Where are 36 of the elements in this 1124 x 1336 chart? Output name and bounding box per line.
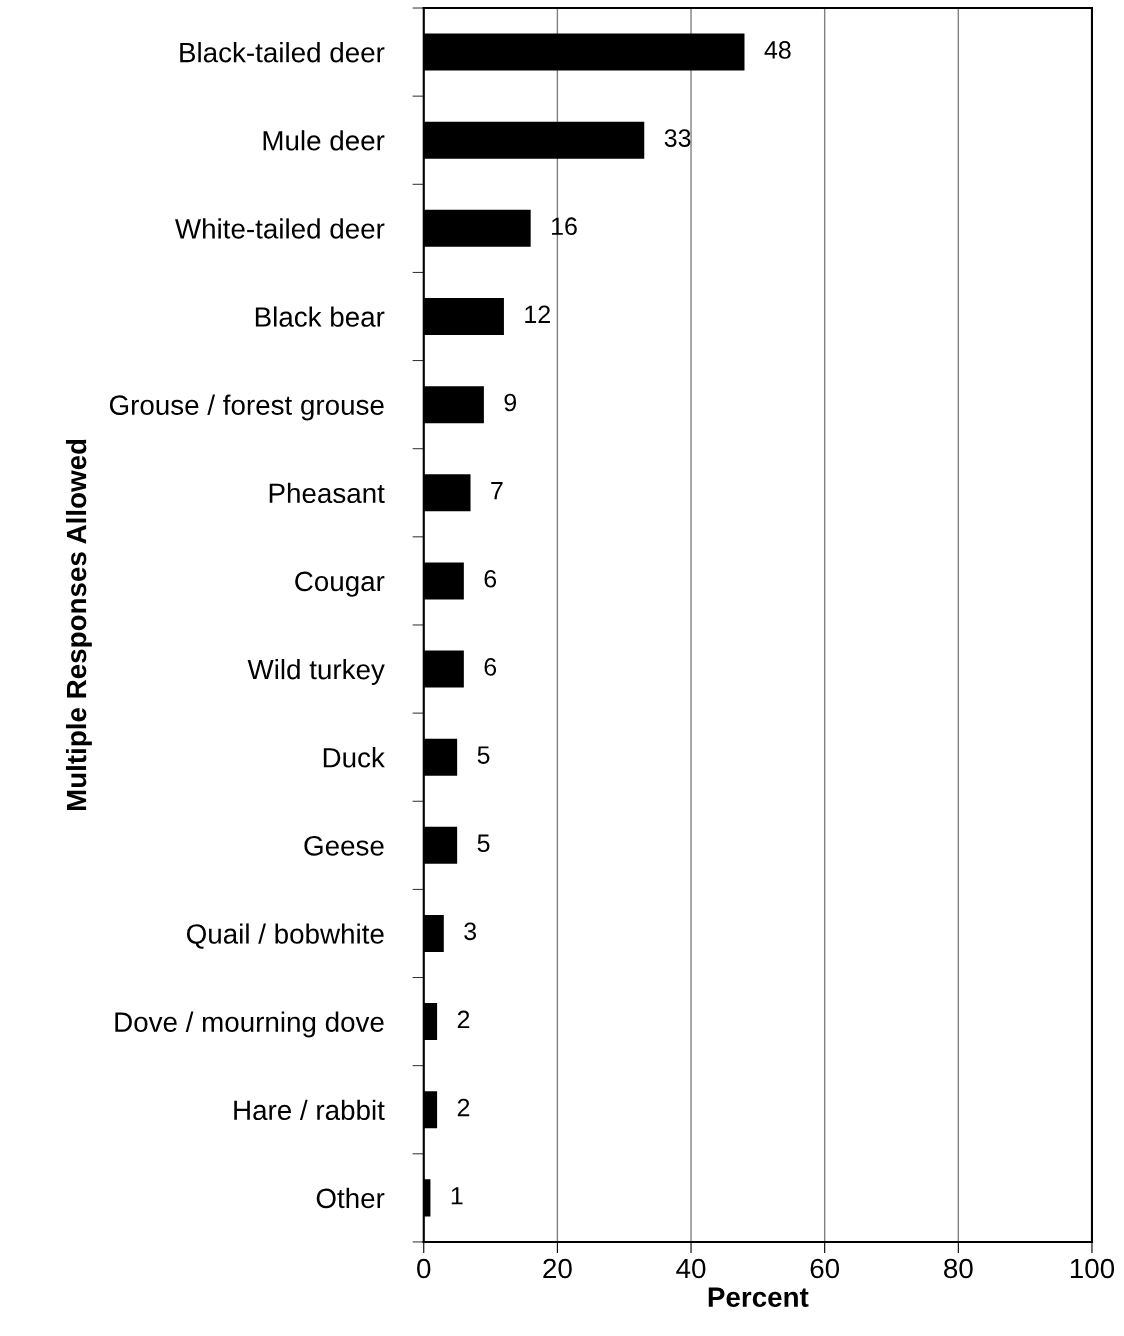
data-label: 6 [484, 569, 497, 588]
y-tick-label: Grouse / forest grouse [109, 394, 384, 421]
data-label: 33 [664, 129, 691, 147]
y-tick-label: Dove / mourning dove [115, 1011, 384, 1038]
x-tick-label: 0 [417, 1258, 431, 1279]
y-tick-label: Mule deer [263, 130, 385, 151]
y-tick-label: Black-tailed deer [180, 42, 385, 63]
y-tick-label: Quail / bobwhite [186, 923, 384, 949]
y-tick-label: Other [316, 1187, 385, 1209]
x-tick-label: 60 [810, 1258, 840, 1279]
y-tick-label: Cougar [295, 571, 385, 597]
data-label: 9 [504, 393, 517, 412]
data-label: 5 [477, 834, 490, 853]
y-tick-label: Geese [304, 835, 384, 856]
data-label: 1 [451, 1187, 463, 1205]
x-tick-label: 20 [543, 1258, 572, 1279]
y-tick-label: White-tailed deer [175, 218, 385, 239]
y-tick-label: Black bear [255, 306, 385, 327]
x-axis-title: Percent [708, 1287, 809, 1307]
y-axis-title: Multiple Responses Allowed [65, 439, 92, 811]
x-tick-label: 40 [676, 1258, 706, 1279]
data-label: 2 [457, 1010, 470, 1029]
x-tick-label: 100 [1070, 1258, 1115, 1279]
y-tick-label: Duck [323, 747, 385, 768]
data-label: 48 [764, 41, 791, 59]
x-tick-label: 80 [944, 1258, 973, 1279]
y-tick-label: Wild turkey [247, 658, 385, 685]
data-label: 16 [552, 217, 577, 236]
data-label: 7 [491, 482, 503, 500]
data-label: 12 [525, 305, 550, 323]
y-tick-label: Pheasant [269, 482, 385, 504]
y-tick-label: Hare / rabbit [234, 1099, 385, 1121]
data-label: 3 [464, 922, 477, 941]
data-label: 2 [457, 1098, 470, 1117]
data-label: 6 [484, 658, 497, 676]
data-label: 5 [477, 746, 490, 764]
